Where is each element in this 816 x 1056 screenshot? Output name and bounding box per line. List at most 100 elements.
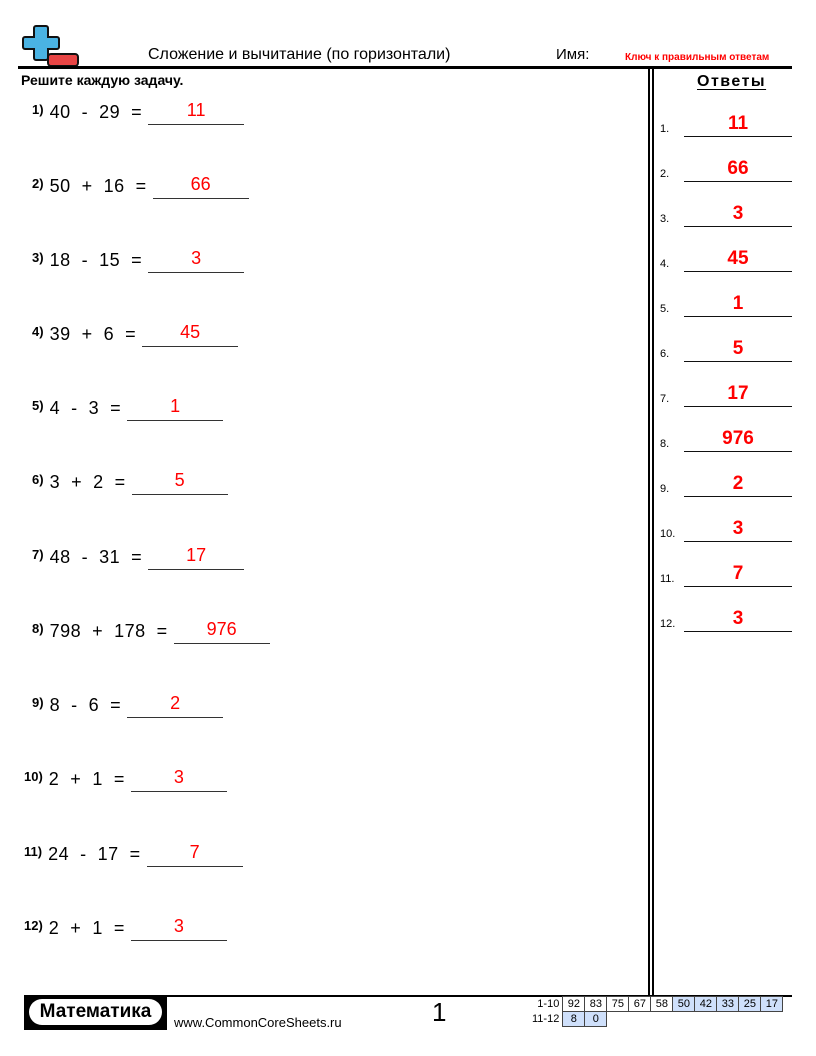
answer-key-row: 2. 66 [660, 152, 792, 182]
problem-item: 10) 2 + 1 = 3 [24, 767, 227, 799]
answer-key-number: 4. [660, 258, 670, 270]
answer-key-line [684, 496, 792, 497]
site-url: www.CommonCoreSheets.ru [174, 1015, 342, 1030]
answer-blank[interactable]: 3 [148, 248, 245, 273]
answer-key-line [684, 631, 792, 632]
answer-key-line [684, 406, 792, 407]
answer-key-value: 3 [732, 203, 744, 224]
score-cell: 33 [716, 996, 740, 1012]
problem-answer: 2 [170, 693, 181, 713]
answer-key-value: 2 [732, 473, 744, 494]
score-cell: 67 [628, 996, 652, 1012]
answer-key-row: 6. 5 [660, 332, 792, 362]
problem-expression: 18 - 15 = [49, 250, 143, 270]
column-divider [652, 68, 654, 996]
answer-key-number: 8. [660, 438, 670, 450]
problem-number: 11) [24, 844, 43, 859]
score-cell: 8 [562, 1011, 586, 1027]
problem-item: 11) 24 - 17 = 7 [24, 842, 243, 874]
answer-key-row: 1. 11 [660, 107, 792, 137]
problem-expression: 798 + 178 = [49, 621, 168, 641]
problem-expression: 2 + 1 = [48, 769, 125, 789]
worksheet-title: Сложение и вычитание (по горизонтали) [148, 46, 451, 63]
answer-key-number: 7. [660, 393, 670, 405]
problem-number: 3) [32, 250, 44, 265]
score-range-label: 1-10 [537, 998, 560, 1010]
answer-blank[interactable]: 11 [148, 100, 245, 125]
answer-key-line [684, 361, 792, 362]
problem-item: 4) 39 + 6 = 45 [32, 322, 239, 354]
problem-item: 7) 48 - 31 = 17 [32, 545, 245, 577]
problem-expression: 4 - 3 = [49, 398, 122, 418]
answer-key-number: 2. [660, 168, 670, 180]
problem-number: 1) [32, 102, 44, 117]
answer-key-value: 66 [727, 158, 749, 179]
problem-expression: 48 - 31 = [49, 547, 143, 567]
problem-number: 10) [24, 769, 43, 784]
answer-blank[interactable]: 5 [131, 470, 228, 495]
problem-answer: 3 [173, 767, 184, 787]
answer-key-row: 9. 2 [660, 467, 792, 497]
answer-key-line [684, 136, 792, 137]
problem-number: 5) [32, 398, 44, 413]
answer-blank[interactable]: 976 [173, 619, 270, 644]
problem-answer: 7 [189, 842, 200, 862]
answer-key-row: 5. 1 [660, 287, 792, 317]
column-divider [648, 68, 650, 996]
answer-key-row: 8. 976 [660, 422, 792, 452]
problem-number: 12) [24, 918, 43, 933]
answer-key-value: 3 [732, 608, 744, 629]
brand-label: Математика [29, 999, 162, 1025]
score-row: 1-10 92 83 75 67 58 50 42 33 25 17 [530, 996, 784, 1012]
answer-blank[interactable]: 3 [130, 916, 227, 941]
answer-blank[interactable]: 45 [142, 322, 239, 347]
problem-number: 9) [32, 695, 44, 710]
problem-number: 6) [32, 472, 44, 487]
score-cell: 50 [672, 996, 696, 1012]
score-cell: 0 [584, 1011, 608, 1027]
answer-key-number: 1. [660, 123, 670, 135]
problem-answer: 5 [174, 470, 185, 490]
answer-blank[interactable]: 1 [127, 396, 224, 421]
answer-key-value: 1 [732, 293, 744, 314]
problem-item: 12) 2 + 1 = 3 [24, 916, 227, 948]
footer-divider [165, 995, 792, 997]
answer-key-value: 11 [727, 113, 749, 134]
answer-blank[interactable]: 17 [148, 545, 245, 570]
answer-key-number: 9. [660, 483, 670, 495]
answer-key-line [684, 586, 792, 587]
answer-key-row: 10. 3 [660, 512, 792, 542]
answer-key-line [684, 271, 792, 272]
problem-answer: 45 [180, 322, 201, 342]
answer-blank[interactable]: 7 [146, 842, 243, 867]
answer-key-row: 11. 7 [660, 557, 792, 587]
problem-item: 8) 798 + 178 = 976 [32, 619, 270, 651]
answer-blank[interactable]: 2 [127, 693, 224, 718]
answer-key-value: 7 [732, 563, 744, 584]
answer-key-line [684, 181, 792, 182]
problem-answer: 3 [173, 916, 184, 936]
problem-number: 7) [32, 547, 44, 562]
problem-expression: 40 - 29 = [49, 102, 143, 122]
answer-blank[interactable]: 3 [130, 767, 227, 792]
answer-key-number: 5. [660, 303, 670, 315]
answer-key-row: 7. 17 [660, 377, 792, 407]
problem-item: 1) 40 - 29 = 11 [32, 100, 245, 132]
brand-badge: Математика [24, 995, 167, 1030]
problem-item: 5) 4 - 3 = 1 [32, 396, 224, 428]
problem-expression: 50 + 16 = [49, 176, 147, 196]
problem-expression: 39 + 6 = [49, 324, 137, 344]
score-cell: 25 [738, 996, 762, 1012]
problem-answer: 976 [206, 619, 237, 639]
answer-key-row: 12. 3 [660, 602, 792, 632]
problem-answer: 1 [170, 396, 181, 416]
problem-number: 4) [32, 324, 44, 339]
problem-answer: 11 [186, 100, 206, 120]
answer-key-value: 3 [732, 518, 744, 539]
score-table: 1-10 92 83 75 67 58 50 42 33 25 17 11-12 8 0 [530, 996, 784, 1027]
problem-number: 8) [32, 621, 44, 636]
problem-item: 6) 3 + 2 = 5 [32, 470, 228, 502]
answers-title: Ответы [697, 73, 767, 90]
score-row: 11-12 8 0 [530, 1011, 783, 1027]
answer-blank[interactable]: 66 [152, 174, 249, 199]
